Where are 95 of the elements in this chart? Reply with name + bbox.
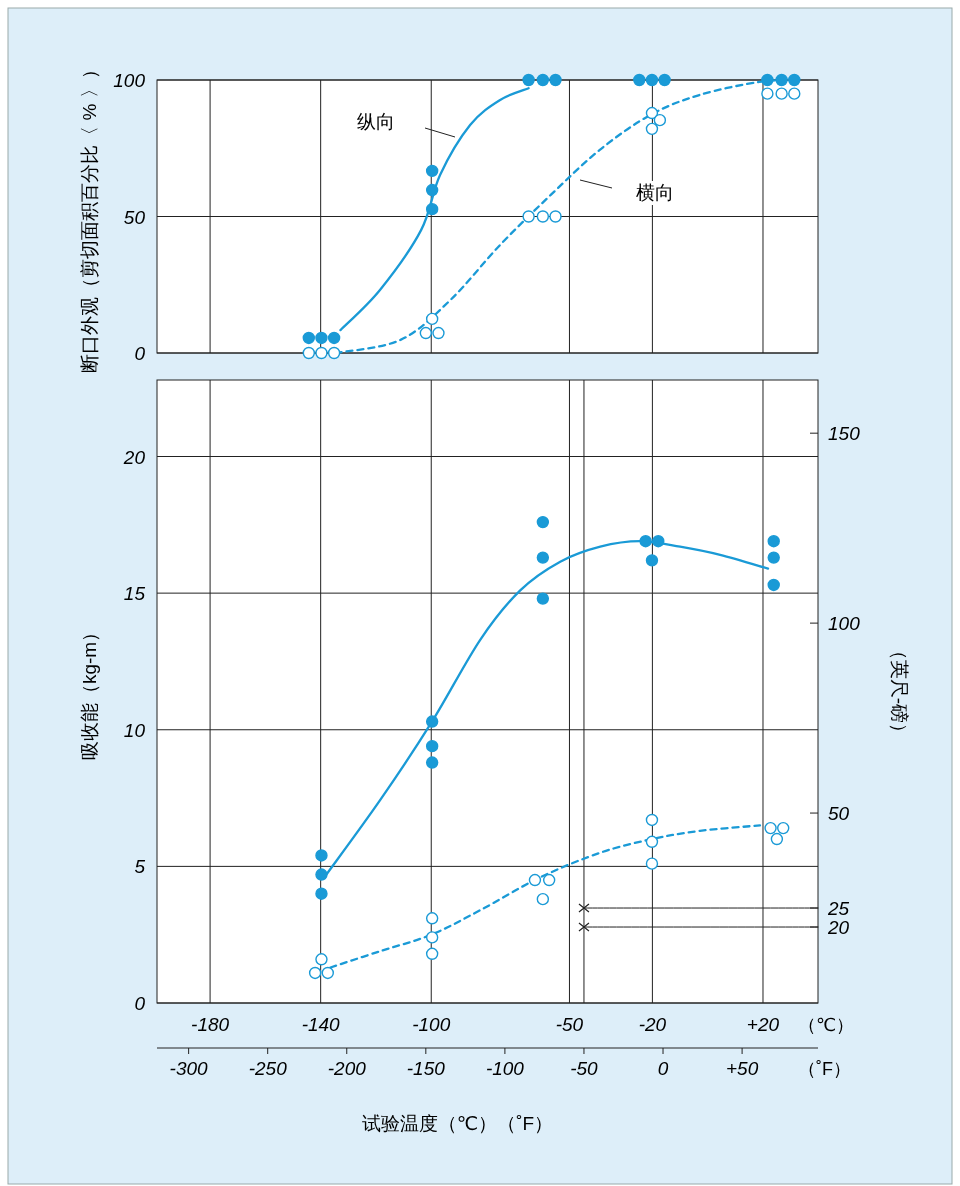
point	[315, 868, 328, 881]
x2-tick-label: -100	[412, 1014, 451, 1035]
point	[425, 931, 439, 944]
point	[775, 87, 788, 100]
annotation: 纵向	[357, 111, 395, 132]
point	[425, 756, 439, 769]
point	[302, 346, 316, 360]
point	[645, 73, 659, 87]
x2-tick-label: -20	[638, 1014, 667, 1035]
x2-tick-label: -180	[191, 1014, 230, 1035]
point	[633, 73, 646, 87]
point	[315, 331, 328, 345]
point	[315, 346, 328, 360]
point	[302, 331, 316, 345]
point	[425, 312, 439, 326]
point	[536, 73, 550, 87]
point	[315, 887, 328, 900]
point	[419, 326, 433, 340]
point	[425, 912, 439, 925]
point	[536, 592, 550, 605]
y-axis-title: 断口外观（剪切面积百分比〈 % 〉）	[79, 60, 100, 373]
y-tick-label: 5	[134, 856, 146, 878]
point	[549, 210, 562, 223]
point	[767, 551, 780, 564]
point	[767, 578, 780, 592]
y-tick-label: 20	[122, 446, 146, 468]
x-tick-label: -300	[169, 1058, 209, 1079]
y2-tick-label: 20	[827, 917, 850, 939]
point	[315, 953, 328, 966]
point	[652, 535, 665, 548]
x2-axis-title: （℃）	[798, 1015, 855, 1035]
y2-tick-label: 25	[827, 898, 850, 920]
y-tick-label: 15	[123, 583, 146, 605]
point	[788, 87, 801, 100]
x-axis-title: 试验温度（℃）（˚F）	[361, 1113, 554, 1134]
point	[653, 113, 667, 127]
annotation: 横向	[636, 182, 674, 203]
point	[425, 739, 439, 753]
point	[522, 210, 535, 223]
point	[425, 715, 439, 728]
x2-tick-label: -140	[301, 1014, 341, 1035]
point	[549, 73, 562, 87]
point	[658, 73, 671, 87]
point	[327, 346, 341, 360]
x-tick-label: -150	[406, 1058, 446, 1079]
point	[308, 966, 322, 980]
point	[645, 122, 659, 136]
point	[645, 813, 659, 827]
point	[764, 821, 777, 835]
point	[536, 210, 550, 223]
point	[425, 202, 439, 216]
point	[536, 551, 550, 564]
x2-tick-label: +20	[746, 1014, 780, 1035]
y2-axis-title: （英尺-磅）	[889, 640, 910, 743]
point	[777, 821, 790, 835]
point	[770, 832, 784, 846]
y2-tick-label: 150	[828, 423, 861, 445]
point	[639, 535, 652, 548]
text: （˚F）	[798, 1059, 851, 1079]
x2-tick-label: -50	[555, 1014, 584, 1035]
point	[425, 183, 439, 197]
point	[775, 73, 788, 87]
point	[432, 326, 445, 340]
point	[327, 331, 341, 345]
y-tick-label: 10	[123, 719, 146, 741]
point	[536, 515, 550, 529]
point	[645, 106, 659, 120]
x-tick-label: +50	[725, 1058, 759, 1079]
y-axis-title: 吸收能（kg-m）	[79, 622, 100, 761]
x-tick-label: 0	[657, 1058, 669, 1079]
y-tick-label: 0	[134, 343, 146, 364]
x-tick-label: -100	[485, 1058, 525, 1079]
point	[522, 73, 535, 87]
y-tick-label: 0	[134, 993, 146, 1014]
point	[645, 857, 659, 870]
x-tick-label: -50	[570, 1058, 599, 1079]
x-tick-label: -200	[327, 1058, 367, 1079]
point	[645, 835, 659, 848]
point	[645, 554, 659, 567]
y-tick-label: 100	[113, 70, 146, 91]
point	[767, 535, 780, 548]
point	[788, 73, 801, 87]
x-tick-label: -250	[248, 1058, 288, 1079]
point	[315, 849, 328, 862]
point	[321, 966, 334, 980]
point	[425, 164, 439, 178]
point	[425, 947, 439, 961]
point	[761, 87, 774, 100]
point	[528, 873, 542, 887]
point	[761, 73, 774, 87]
y2-tick-label: 50	[828, 803, 850, 825]
point	[536, 892, 550, 906]
y-tick-label: 50	[123, 206, 146, 228]
point	[542, 873, 556, 887]
y2-tick-label: 100	[828, 613, 861, 635]
